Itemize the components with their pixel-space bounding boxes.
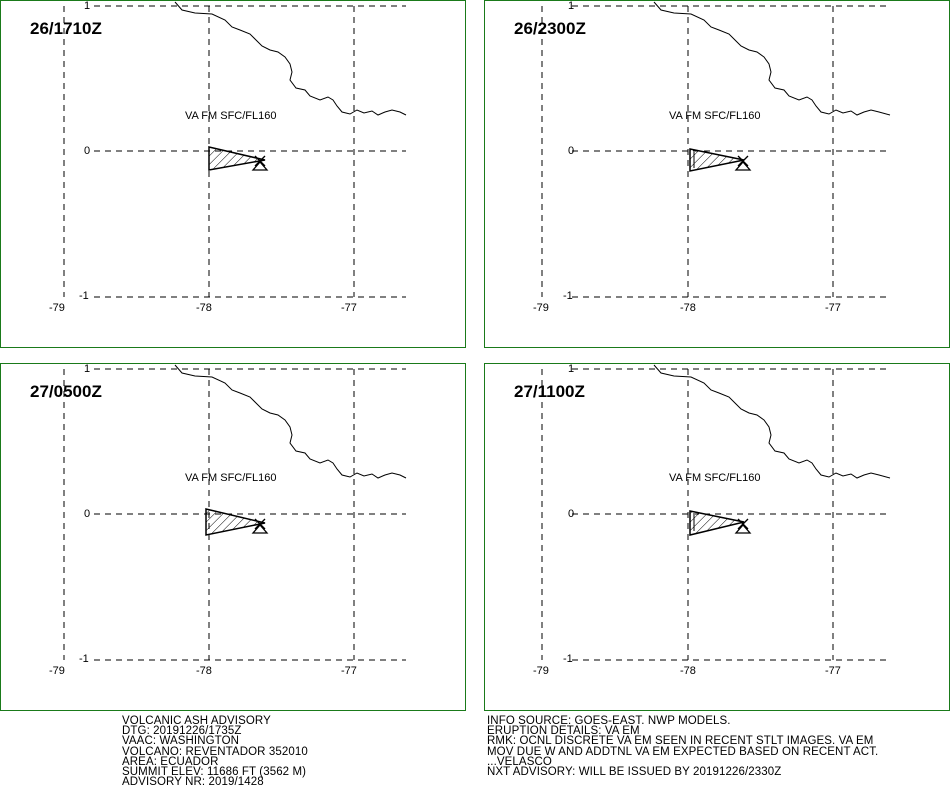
advisory-line: ERUPTION DETAILS: VA EM [487,725,640,738]
volcano-marker-icon [734,518,752,534]
coastline [174,364,407,479]
volcano-marker-icon [251,155,269,171]
lon-tick-79: -79 [49,665,65,677]
ash-polygon [205,508,266,536]
forecast-panel-4: 27/1100Z VA FM SFC/FL160 1 0 -1 -79 -78 … [484,363,950,711]
panel-frame [0,0,466,348]
map-1 [0,0,466,348]
lon-tick-78: -78 [196,302,212,314]
volcano-marker-icon [251,518,269,534]
grid-lines [541,368,890,661]
lon-tick-78: -78 [680,665,696,677]
coastline [174,1,407,116]
advisory-line: SUMMIT ELEV: 11686 FT (3562 M) [122,765,307,778]
valid-time: 26/1710Z [30,19,102,38]
lon-tick-79: -79 [533,302,549,314]
ash-polygon [689,510,745,536]
advisory-line: INFO SOURCE: GOES-EAST. NWP MODELS. [487,715,731,727]
ash-layer-label: VA FM SFC/FL160 [185,110,277,122]
lon-tick-77: -77 [341,665,357,677]
forecast-panel-2: 26/2300Z VA FM SFC/FL160 1 0 -1 -79 -78 … [484,0,950,348]
grid-lines [63,368,406,661]
grid-lines [63,5,406,298]
ash-polygon [689,148,745,172]
lat-tick-0: 0 [568,508,575,520]
advisory-line: VAAC: WASHINGTON [122,735,240,748]
valid-time: 27/1100Z [514,382,585,401]
advisory-line: ...VELASCO [487,755,552,768]
advisory-line: VOLCANIC ASH ADVISORY [122,715,271,727]
volcano-marker-icon [734,155,752,171]
lon-tick-77: -77 [341,302,357,314]
lon-tick-77: -77 [825,665,841,677]
lat-tick-0: 0 [84,145,91,157]
advisory-header-block: VOLCANIC ASH ADVISORY DTG: 20191226/1735… [122,715,308,789]
map-2 [484,0,950,348]
panel-frame [484,0,950,348]
lon-tick-78: -78 [680,302,696,314]
lon-tick-79: -79 [49,302,65,314]
map-3 [0,363,466,711]
advisory-line: NXT ADVISORY: WILL BE ISSUED BY 20191226… [487,765,782,778]
ash-layer-label: VA FM SFC/FL160 [669,110,761,122]
lat-tick-minus1: -1 [79,653,89,665]
advisory-line: DTG: 20191226/1735Z [122,725,242,738]
advisory-remarks-block: INFO SOURCE: GOES-EAST. NWP MODELS. ERUP… [487,715,879,778]
ash-layer-label: VA FM SFC/FL160 [669,472,761,484]
ash-polygon [208,146,266,171]
advisory-line: VOLCANO: REVENTADOR 352010 [122,745,308,758]
coastline [653,1,891,116]
lat-tick-0: 0 [568,145,575,157]
panel-frame [484,363,950,711]
lat-tick-1: 1 [84,0,91,12]
advisory-line: MOV DUE W AND ADDTNL VA EM EXPECTED BASE… [487,745,879,758]
grid-lines [541,5,890,298]
lon-tick-78: -78 [196,665,212,677]
map-4 [484,363,950,711]
lat-tick-minus1: -1 [79,290,89,302]
lon-tick-77: -77 [825,302,841,314]
lat-tick-1: 1 [84,363,91,375]
lat-tick-minus1: -1 [563,653,573,665]
lon-tick-79: -79 [533,665,549,677]
panel-frame [0,363,466,711]
lat-tick-1: 1 [568,363,575,375]
lat-tick-0: 0 [84,508,91,520]
valid-time: 26/2300Z [514,19,586,38]
forecast-panel-1: 26/1710Z VA FM SFC/FL160 1 0 -1 -79 -78 … [0,0,466,348]
advisory-line: ADVISORY NR: 2019/1428 [122,776,264,789]
advisory-line: AREA: ECUADOR [122,755,219,768]
lat-tick-1: 1 [568,0,575,12]
valid-time: 27/0500Z [30,382,102,401]
ash-layer-label: VA FM SFC/FL160 [185,472,277,484]
lat-tick-minus1: -1 [563,290,573,302]
coastline [653,364,891,479]
advisory-line: RMK: OCNL DISCRETE VA EM SEEN IN RECENT … [487,735,874,748]
forecast-panel-3: 27/0500Z VA FM SFC/FL160 1 0 -1 -79 -78 … [0,363,466,711]
